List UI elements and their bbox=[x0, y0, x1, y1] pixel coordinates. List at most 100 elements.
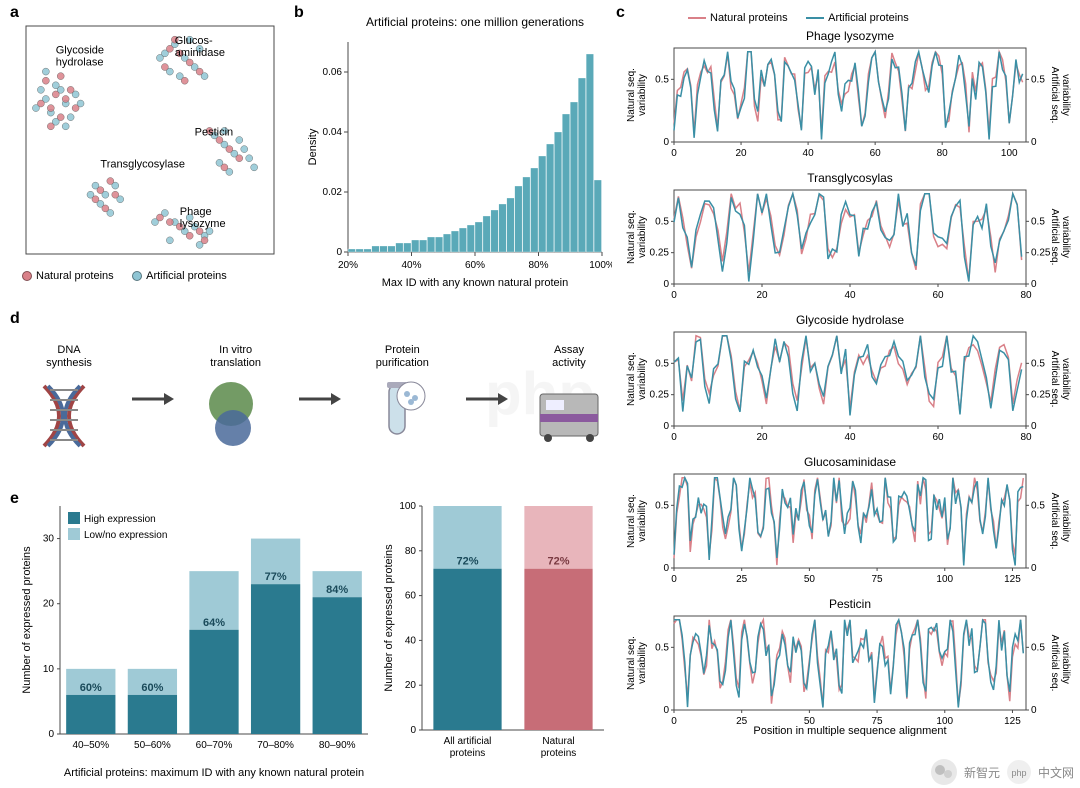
svg-text:72%: 72% bbox=[456, 556, 478, 568]
pipeline-step-1: In vitrotranslation bbox=[201, 344, 271, 454]
svg-text:64%: 64% bbox=[203, 617, 225, 629]
pipeline-icon-3 bbox=[534, 376, 604, 454]
svg-text:Transglycosylas: Transglycosylas bbox=[807, 171, 893, 185]
svg-text:20: 20 bbox=[756, 290, 768, 301]
legend-c-artificial: Artificial proteins bbox=[828, 12, 909, 24]
svg-text:0.5: 0.5 bbox=[1031, 642, 1045, 653]
svg-text:0.06: 0.06 bbox=[323, 67, 343, 78]
wechat-icon bbox=[930, 758, 958, 786]
panel-label-c: c bbox=[616, 4, 625, 22]
pipeline-icon-1 bbox=[201, 376, 271, 454]
svg-text:72%: 72% bbox=[547, 556, 569, 568]
svg-text:25: 25 bbox=[736, 716, 748, 727]
svg-text:Glycoside: Glycoside bbox=[56, 44, 104, 56]
svg-text:0: 0 bbox=[336, 247, 342, 258]
panel-c-1: Transglycosylas02040608000.250.500.250.5… bbox=[620, 168, 1076, 310]
svg-text:0: 0 bbox=[671, 290, 677, 301]
svg-text:50–60%: 50–60% bbox=[134, 740, 171, 751]
panel-c-0: Phage lysozyme02040608010000.500.5Natura… bbox=[620, 26, 1076, 168]
svg-text:Low/no expression: Low/no expression bbox=[84, 530, 167, 541]
panel-c-subplots: Phage lysozyme02040608010000.500.5Natura… bbox=[620, 26, 1076, 768]
arrow-icon bbox=[464, 389, 508, 409]
svg-text:0: 0 bbox=[671, 574, 677, 585]
svg-text:75: 75 bbox=[872, 574, 884, 585]
svg-text:0.25: 0.25 bbox=[1031, 248, 1051, 259]
svg-text:0: 0 bbox=[663, 705, 669, 716]
svg-text:20: 20 bbox=[405, 680, 417, 691]
panel-c-4: Pesticin025507510012500.500.5Natural seq… bbox=[620, 594, 1076, 736]
svg-text:40–50%: 40–50% bbox=[72, 740, 109, 751]
svg-text:0.5: 0.5 bbox=[1031, 74, 1045, 85]
svg-text:Glucos-: Glucos- bbox=[175, 35, 213, 47]
panel-e-right-bars: 02040608010072%All artificialproteins72%… bbox=[378, 498, 610, 778]
svg-text:0.5: 0.5 bbox=[655, 642, 669, 653]
pipeline-icon-0 bbox=[34, 376, 104, 454]
arrow-icon bbox=[130, 389, 174, 409]
svg-text:0.25: 0.25 bbox=[650, 390, 670, 401]
svg-text:10: 10 bbox=[43, 664, 55, 675]
svg-text:0: 0 bbox=[1031, 279, 1037, 290]
svg-text:20: 20 bbox=[756, 432, 768, 443]
pipeline-step-label: DNAsynthesis bbox=[46, 344, 92, 370]
svg-text:60%: 60% bbox=[80, 682, 102, 694]
panel-a-legend: Natural proteins Artificial proteins bbox=[22, 268, 241, 286]
svg-text:70–80%: 70–80% bbox=[257, 740, 294, 751]
svg-text:0: 0 bbox=[48, 729, 54, 740]
svg-text:0.04: 0.04 bbox=[323, 127, 343, 138]
svg-text:Artificial seq.: Artificial seq. bbox=[1049, 493, 1060, 550]
svg-text:hydrolase: hydrolase bbox=[56, 56, 104, 68]
svg-text:77%: 77% bbox=[265, 571, 287, 583]
panel-e-left-bars: 010203060%40–50%60%50–60%64%60–70%77%70–… bbox=[16, 498, 374, 782]
svg-text:Artificial seq.: Artificial seq. bbox=[1049, 635, 1060, 692]
svg-text:60: 60 bbox=[932, 432, 944, 443]
pipeline-icon-2 bbox=[367, 376, 437, 454]
svg-text:40: 40 bbox=[803, 148, 815, 159]
svg-text:Artificial seq.: Artificial seq. bbox=[1049, 209, 1060, 266]
panel-b-histogram: Artificial proteins: one million generat… bbox=[302, 12, 612, 292]
svg-text:aminidase: aminidase bbox=[175, 47, 225, 59]
svg-text:0.5: 0.5 bbox=[655, 358, 669, 369]
svg-text:40: 40 bbox=[405, 635, 417, 646]
svg-text:0.5: 0.5 bbox=[655, 74, 669, 85]
svg-text:30: 30 bbox=[43, 534, 55, 545]
svg-text:0: 0 bbox=[671, 432, 677, 443]
pipeline-step-label: Proteinpurification bbox=[376, 344, 429, 370]
svg-text:variability: variability bbox=[1060, 500, 1071, 542]
svg-text:variability: variability bbox=[637, 216, 648, 258]
svg-text:variability: variability bbox=[1060, 358, 1071, 400]
svg-text:0.5: 0.5 bbox=[1031, 358, 1045, 369]
pipeline-step-3: Assayactivity bbox=[534, 344, 604, 454]
svg-text:20: 20 bbox=[735, 148, 747, 159]
svg-text:Pesticin: Pesticin bbox=[829, 597, 871, 611]
svg-text:Artificial proteins: one milli: Artificial proteins: one million generat… bbox=[366, 15, 584, 29]
svg-text:All artificial: All artificial bbox=[444, 736, 492, 747]
svg-text:Phage: Phage bbox=[180, 206, 212, 218]
svg-text:Number of expressed proteins: Number of expressed proteins bbox=[383, 544, 395, 692]
svg-text:0: 0 bbox=[663, 279, 669, 290]
svg-text:0.02: 0.02 bbox=[323, 187, 343, 198]
svg-text:0: 0 bbox=[663, 421, 669, 432]
svg-text:60: 60 bbox=[405, 591, 417, 602]
svg-text:50: 50 bbox=[804, 574, 816, 585]
svg-text:0.5: 0.5 bbox=[655, 216, 669, 227]
pipeline-step-0: DNAsynthesis bbox=[34, 344, 104, 454]
svg-text:100: 100 bbox=[399, 501, 416, 512]
php-icon: php bbox=[1006, 759, 1032, 785]
svg-text:proteins: proteins bbox=[450, 748, 486, 759]
svg-text:0.25: 0.25 bbox=[650, 248, 670, 259]
svg-text:Position in multiple sequence: Position in multiple sequence alignment bbox=[753, 725, 946, 736]
panel-c-2: Glycoside hydrolase02040608000.250.500.2… bbox=[620, 310, 1076, 452]
svg-text:25: 25 bbox=[736, 574, 748, 585]
panel-d-pipeline: DNAsynthesis In vitrotranslation Proteinpu… bbox=[34, 314, 604, 484]
panel-label-d: d bbox=[10, 310, 20, 328]
svg-text:80: 80 bbox=[1020, 432, 1032, 443]
legend-c-natural: Natural proteins bbox=[710, 12, 788, 24]
svg-text:80–90%: 80–90% bbox=[319, 740, 356, 751]
svg-text:20: 20 bbox=[43, 599, 55, 610]
pipeline-step-2: Proteinpurification bbox=[367, 344, 437, 454]
pipeline-step-label: In vitrotranslation bbox=[210, 344, 261, 370]
svg-text:100%: 100% bbox=[589, 260, 612, 271]
svg-text:125: 125 bbox=[1004, 574, 1021, 585]
svg-text:variability: variability bbox=[1060, 216, 1071, 258]
svg-text:Glucosaminidase: Glucosaminidase bbox=[804, 455, 896, 469]
